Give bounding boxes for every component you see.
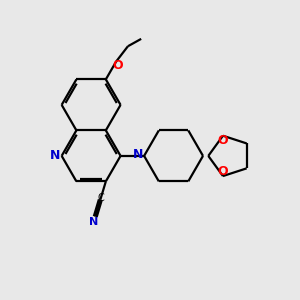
- Text: C: C: [98, 193, 104, 203]
- Text: N: N: [89, 217, 98, 227]
- Text: N: N: [133, 148, 143, 161]
- Text: O: O: [112, 58, 123, 72]
- Text: O: O: [218, 165, 228, 178]
- Text: N: N: [50, 149, 60, 162]
- Text: O: O: [218, 134, 228, 147]
